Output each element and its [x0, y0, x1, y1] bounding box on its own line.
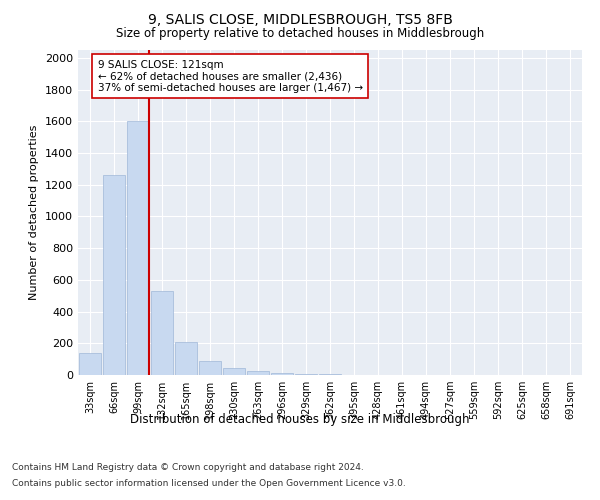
Bar [319, 374, 341, 375]
Bar [151, 291, 173, 375]
Bar [295, 374, 317, 375]
Text: Distribution of detached houses by size in Middlesbrough: Distribution of detached houses by size … [130, 412, 470, 426]
Bar [175, 342, 197, 375]
Bar [127, 122, 149, 375]
Bar [79, 353, 101, 375]
Text: 9, SALIS CLOSE, MIDDLESBROUGH, TS5 8FB: 9, SALIS CLOSE, MIDDLESBROUGH, TS5 8FB [148, 12, 452, 26]
Text: Contains public sector information licensed under the Open Government Licence v3: Contains public sector information licen… [12, 479, 406, 488]
Text: 9 SALIS CLOSE: 121sqm
← 62% of detached houses are smaller (2,436)
37% of semi-d: 9 SALIS CLOSE: 121sqm ← 62% of detached … [98, 60, 363, 92]
Bar [103, 175, 125, 375]
Text: Size of property relative to detached houses in Middlesbrough: Size of property relative to detached ho… [116, 28, 484, 40]
Bar [199, 360, 221, 375]
Bar [271, 372, 293, 375]
Y-axis label: Number of detached properties: Number of detached properties [29, 125, 40, 300]
Bar [223, 368, 245, 375]
Bar [247, 371, 269, 375]
Text: Contains HM Land Registry data © Crown copyright and database right 2024.: Contains HM Land Registry data © Crown c… [12, 462, 364, 471]
